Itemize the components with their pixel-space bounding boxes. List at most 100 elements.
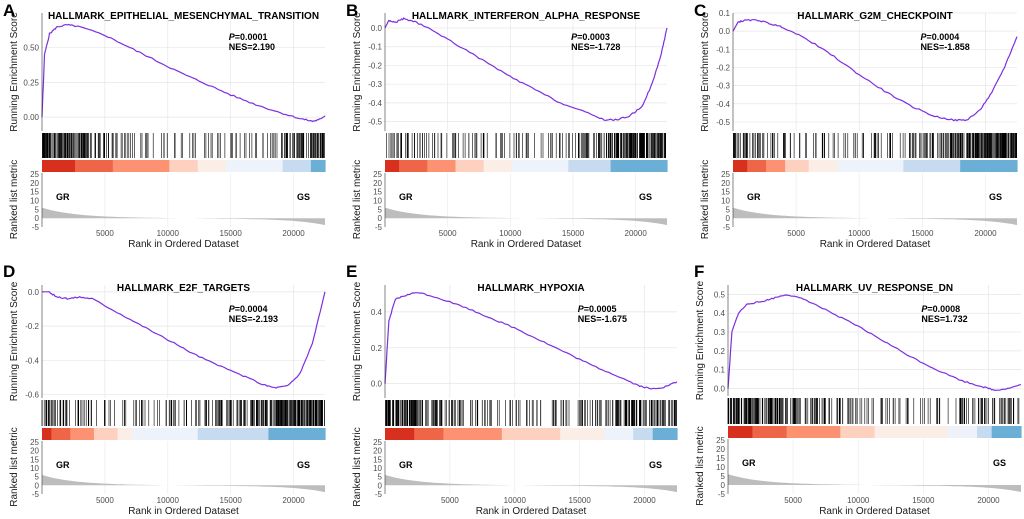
heat-segment	[938, 426, 944, 438]
heat-segment	[584, 428, 590, 440]
p-symbol: P	[921, 304, 928, 314]
heat-segment	[56, 428, 62, 440]
heat-segment	[488, 160, 494, 172]
heat-segment	[884, 426, 890, 438]
heat-segment	[320, 428, 326, 440]
x-tick-label: 15000	[569, 496, 592, 505]
heat-segment	[629, 160, 635, 172]
heat-segment	[497, 160, 504, 172]
heat-segment	[998, 160, 1004, 172]
p-symbol: P	[571, 32, 578, 42]
ranked-metric-area	[42, 207, 325, 226]
p-value: =0.0005	[584, 304, 617, 314]
heat-segment	[433, 428, 440, 440]
heat-segment	[221, 160, 227, 172]
p-value: =0.0003	[577, 32, 610, 42]
y-tick-label: -0.4	[25, 356, 39, 365]
heat-segment	[894, 426, 900, 438]
metric-tick-label: 10	[30, 464, 39, 473]
heat-segment	[737, 426, 744, 438]
gs-label: GS	[989, 192, 1002, 202]
heat-segment	[560, 428, 566, 440]
heat-segment	[46, 160, 52, 172]
enrichment-curve	[732, 18, 1018, 122]
x-tick-label: 5000	[784, 496, 802, 505]
heat-segment	[889, 426, 895, 438]
heat-segment	[535, 160, 541, 172]
heat-segment	[986, 426, 993, 438]
heat-segment	[169, 160, 175, 172]
heat-segment	[235, 160, 241, 172]
heat-segment	[202, 160, 208, 172]
y-tick-label: -0.2	[368, 61, 382, 70]
panel-letter: E	[346, 262, 357, 281]
nes-label: NES=-1.728	[571, 42, 620, 52]
gs-label: GS	[639, 192, 652, 202]
heat-segment	[230, 428, 236, 440]
heat-segment	[977, 426, 983, 438]
heat-segment	[399, 428, 406, 440]
metric-tick-label: 10	[716, 463, 725, 472]
heat-segment	[145, 160, 152, 172]
enrichment-curve	[384, 292, 678, 390]
y-axis-title: Running Enrichment Score	[352, 12, 363, 132]
heat-segment	[79, 428, 85, 440]
heat-segment	[936, 160, 942, 172]
metric-tick-label: 5	[721, 472, 726, 481]
heat-segment	[591, 160, 598, 172]
heat-segment	[428, 428, 435, 440]
heat-segment	[394, 160, 400, 172]
x-axis-title: Rank in Ordered Dataset	[820, 239, 931, 250]
heat-segment	[923, 426, 929, 438]
heat-segment	[931, 160, 938, 172]
heat-segment	[225, 428, 232, 440]
gs-label: GS	[297, 460, 310, 470]
heat-segment	[840, 426, 846, 438]
heat-segment	[756, 160, 762, 172]
panel-letter: C	[694, 1, 706, 20]
y-axis-title: Running Enrichment Score	[352, 281, 363, 401]
heat-segment	[837, 160, 843, 172]
heat-segment	[648, 160, 654, 172]
heat-segment	[141, 428, 147, 440]
gr-label: GR	[747, 192, 761, 202]
y-tick-label: 0.0	[371, 380, 383, 389]
y-tick-label: 0.2	[714, 347, 726, 356]
heat-segment	[767, 426, 773, 438]
heat-segment	[254, 428, 260, 440]
heat-segment	[761, 160, 767, 172]
heat-segment	[1002, 160, 1009, 172]
heat-segment	[453, 428, 459, 440]
x-tick-label: 20000	[974, 229, 997, 238]
y-axis-title: Running Enrichment Score	[9, 281, 20, 401]
heat-segment	[540, 160, 546, 172]
nes-label: NES=-1.858	[920, 42, 969, 52]
heat-segment	[672, 428, 678, 440]
heat-segment	[506, 428, 513, 440]
heat-segment	[859, 426, 866, 438]
y-tick-label: 0.0	[28, 288, 40, 297]
heat-segment	[869, 426, 876, 438]
metric-tick-label: -5	[375, 223, 383, 232]
heat-segment	[117, 160, 123, 172]
metric-tick-label: 15	[373, 188, 382, 197]
x-tick-label: 10000	[157, 496, 180, 505]
metric-tick-label: 20	[373, 447, 382, 456]
heat-segment	[136, 428, 142, 440]
heat-segment	[462, 428, 469, 440]
p-value: =0.0004	[235, 304, 268, 314]
heat-segment	[942, 426, 949, 438]
heat-segment	[207, 428, 213, 440]
heat-segment	[472, 428, 479, 440]
heat-segment	[103, 160, 109, 172]
heat-segment	[458, 428, 464, 440]
y-tick-label: 0.5	[714, 290, 726, 299]
heat-segment	[183, 160, 189, 172]
heat-segment	[409, 428, 415, 440]
heat-segment	[742, 426, 749, 438]
metric-tick-label: 0	[726, 214, 731, 223]
metric-tick-label: 20	[716, 445, 725, 454]
y-tick-label: -0.5	[716, 118, 730, 127]
heat-segment	[493, 160, 499, 172]
